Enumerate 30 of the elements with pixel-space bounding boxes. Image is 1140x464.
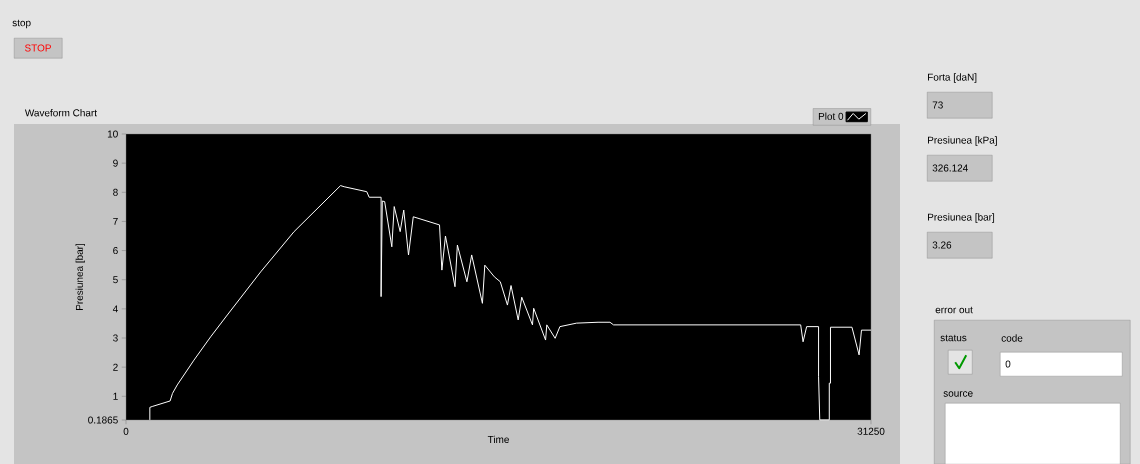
text: error out [935, 306, 973, 314]
text: Forta [daN] [928, 73, 977, 83]
y-axis-title: Presiunea [bar] [75, 243, 85, 310]
y-tick-label: 10 [107, 130, 118, 138]
legend-label: Plot 0 [818, 112, 844, 120]
text: Presiunea [bar] [928, 213, 995, 223]
text: 3.26 [932, 241, 952, 249]
x-tick-label: 31250 [857, 427, 885, 435]
y-tick-label: 0.1865 [88, 416, 118, 424]
y-tick-label: 4 [112, 305, 118, 313]
chart-title: Waveform Chart [24, 109, 97, 117]
y-tick-label: 2 [113, 363, 118, 371]
y-tick-label: 9 [113, 159, 118, 167]
y-tick-label: 5 [113, 276, 118, 284]
text: stop [12, 19, 31, 29]
text: status [940, 334, 967, 342]
x-axis-title: Time [487, 435, 509, 443]
text: Presiunea [kPa] [928, 136, 997, 146]
text: 0 [1005, 360, 1011, 368]
y-tick-label: 3 [113, 334, 118, 342]
text: STOP [24, 44, 51, 52]
y-tick-label: 6 [113, 247, 118, 255]
text: 326.124 [932, 164, 968, 172]
text: 73 [932, 101, 943, 109]
y-tick-label: 7 [113, 218, 118, 225]
y-tick-label: 1 [113, 392, 118, 400]
y-tick-label: 8 [113, 188, 118, 196]
line-series [149, 185, 872, 421]
text: code [1001, 334, 1023, 342]
text: source [943, 391, 973, 397]
